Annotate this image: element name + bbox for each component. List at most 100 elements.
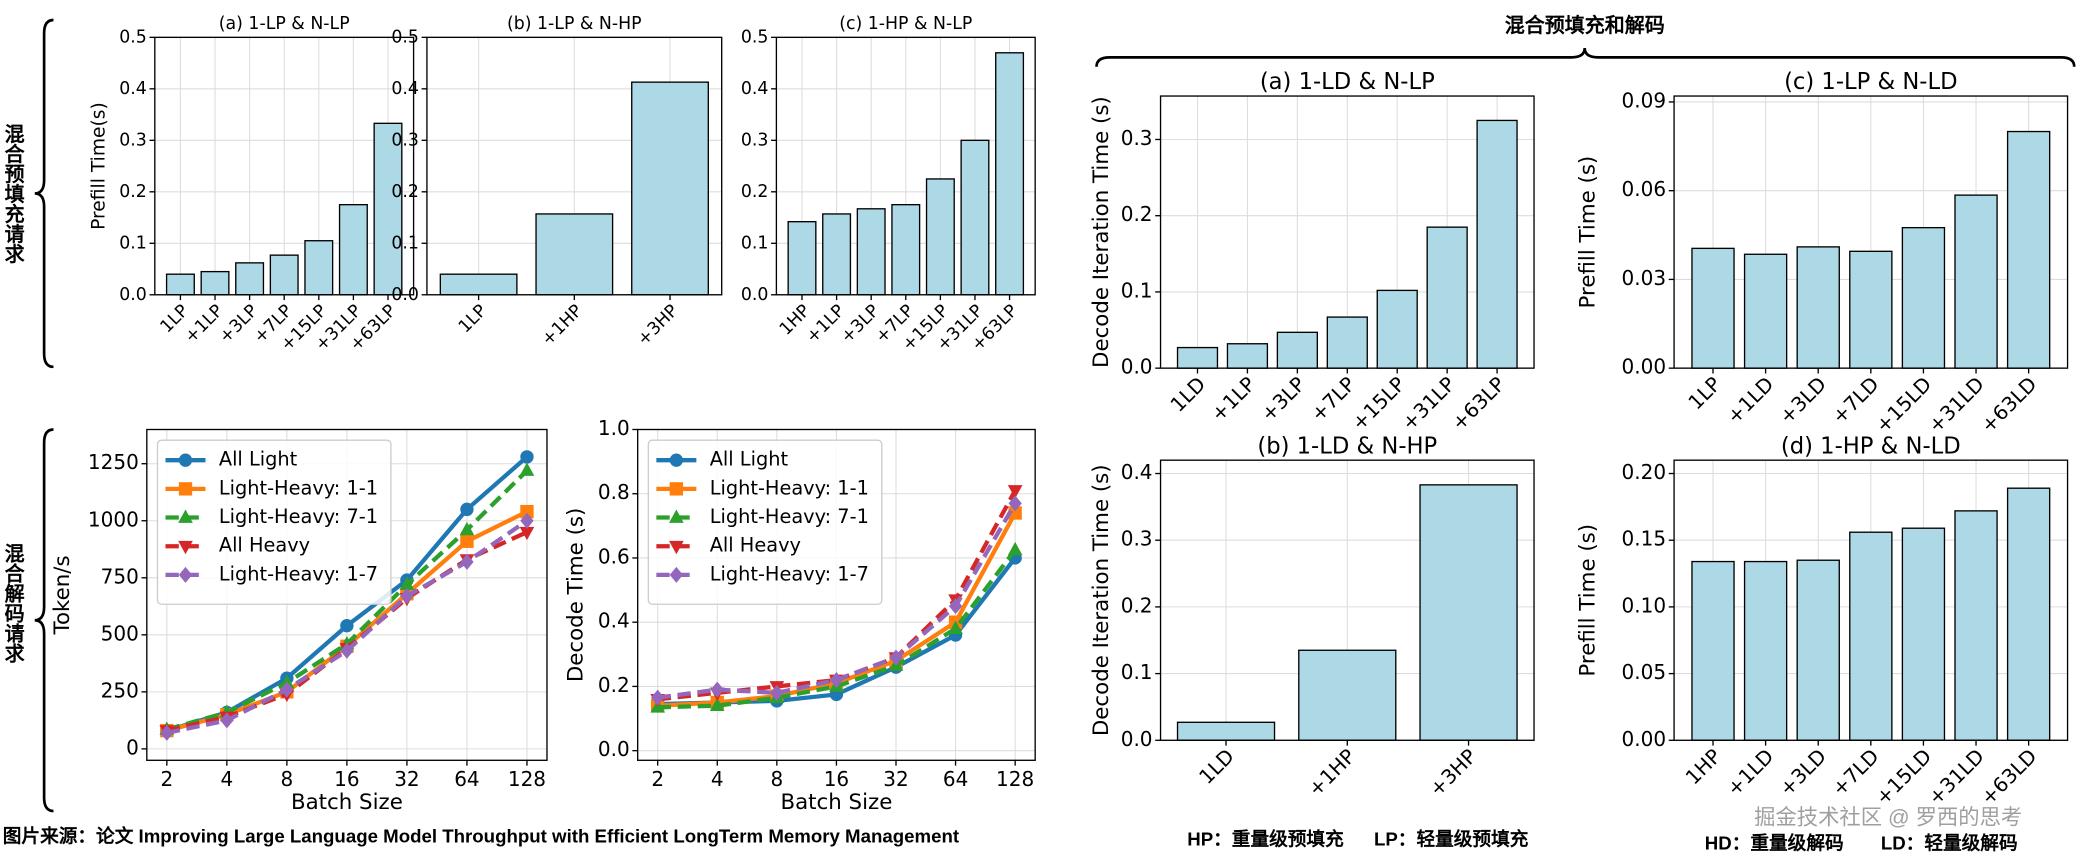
legend-marker [669, 566, 684, 583]
y-axis-label: Prefill Time (s) [1576, 156, 1601, 309]
x-tick-label: +63LD [1976, 372, 2042, 438]
bar [1796, 559, 1840, 741]
group-label: 混合预填充请求 [1, 123, 24, 263]
bar [373, 122, 403, 296]
y-axis-label: Prefill Time (s) [1576, 524, 1601, 677]
marker [1007, 485, 1023, 499]
x-tick-label: 32 [883, 767, 908, 791]
y-tick-label: 1.0 [598, 416, 630, 440]
x-tick-label: +3LP [216, 301, 262, 347]
marker [520, 450, 534, 464]
bar [1419, 484, 1518, 741]
x-tick-label: +3HP [634, 301, 683, 350]
x-tick-label: +1LP [1206, 372, 1260, 426]
legend-label: Light-Heavy: 7-1 [710, 505, 869, 528]
legend-label: Light-Heavy: 7-1 [219, 505, 378, 528]
legend-label: Light-Heavy: 1-1 [219, 476, 378, 499]
legend-marker [669, 453, 684, 467]
legend-marker [178, 509, 193, 523]
y-tick-label: 1000 [88, 507, 139, 531]
y-tick-label: 0 [126, 735, 139, 759]
y-tick-label: 0.1 [119, 233, 147, 253]
legend-label: All Light [219, 448, 298, 471]
footer-legend: HP：重量级预填充 [1187, 828, 1344, 849]
legend-box [647, 439, 883, 605]
x-tick-label: 32 [394, 767, 419, 791]
plot-frame [637, 428, 1036, 761]
legend-label: All Heavy [219, 534, 310, 557]
x-tick-label: +1LD [1722, 372, 1779, 429]
bar [1796, 246, 1840, 369]
plot-frame [426, 36, 723, 296]
y-tick-label: 0.1 [1121, 660, 1153, 684]
y-tick-label: 0.1 [741, 233, 769, 253]
bracket [34, 428, 54, 813]
bar [1743, 253, 1788, 369]
x-tick-label: 8 [770, 767, 783, 791]
y-tick-label: 500 [101, 621, 139, 645]
x-tick-label: 1HP [1681, 744, 1726, 789]
x-tick-label: 64 [454, 767, 479, 791]
legend-marker [178, 453, 193, 467]
bar [1849, 250, 1893, 369]
y-tick-label: 0.0 [119, 285, 147, 305]
x-tick-label: +3LP [837, 301, 883, 347]
y-axis-label: Decode Iteration Time (s) [1089, 464, 1114, 736]
bracket [34, 18, 54, 369]
bar [2006, 130, 2051, 369]
bar [1954, 510, 1998, 741]
y-tick-label: 0.15 [1622, 527, 1667, 551]
bar [995, 52, 1025, 296]
y-tick-label: 0.1 [1121, 278, 1153, 302]
x-tick-label: 16 [334, 767, 359, 791]
x-tick-label: 128 [996, 767, 1034, 791]
marker [399, 576, 415, 590]
footer-legend: LD：轻量级解码 [1881, 832, 2018, 853]
x-tick-label: 4 [220, 767, 233, 791]
x-tick-label: 1LD [1166, 372, 1211, 417]
y-tick-label: 0.1 [391, 233, 419, 253]
x-tick-label: +63LP [1447, 372, 1510, 435]
bar [891, 204, 921, 296]
marker [948, 598, 963, 615]
y-tick-label: 0.2 [1121, 202, 1153, 226]
legend-label: Light-Heavy: 1-7 [219, 562, 378, 585]
y-tick-label: 0.0 [1121, 355, 1153, 379]
x-tick-label: +31LP [1397, 372, 1460, 435]
marker [459, 521, 475, 536]
y-tick-label: 750 [101, 564, 139, 588]
y-tick-label: 0.4 [391, 79, 419, 99]
x-tick-label: +31LD [1923, 744, 1989, 810]
y-axis-label: Prefill Time(s) [88, 102, 109, 230]
bar [1176, 346, 1219, 369]
footer-legend: LP：轻量级预填充 [1374, 828, 1529, 849]
y-tick-label: 0.5 [741, 27, 769, 47]
bar [1326, 316, 1368, 369]
watermark: 掘金技术社区 @ 罗西的思考 [1754, 806, 2022, 830]
x-tick-label: +63LD [1976, 744, 2042, 810]
y-tick-label: 1250 [88, 450, 139, 474]
y-tick-label: 0.4 [119, 79, 147, 99]
y-tick-label: 0.3 [741, 130, 769, 150]
footer-source: 图片来源：论文 Improving Large Language Model T… [3, 826, 959, 847]
y-tick-label: 0.3 [391, 130, 419, 150]
bar [1426, 226, 1468, 369]
bar [856, 208, 886, 296]
y-tick-label: 0.00 [1622, 355, 1667, 379]
bar [1376, 289, 1418, 369]
y-tick-label: 0.0 [391, 285, 419, 305]
y-axis-label: Token/s [50, 555, 75, 635]
bar [338, 204, 368, 296]
x-tick-label: +1LD [1722, 744, 1779, 801]
y-tick-label: 0.4 [598, 609, 630, 633]
plot-frame [775, 36, 1036, 296]
marker [460, 534, 474, 548]
bar [535, 213, 614, 296]
marker [519, 526, 535, 541]
y-tick-label: 0.3 [1121, 527, 1153, 551]
bar [1298, 649, 1397, 741]
x-tick-label: +15LP [1347, 372, 1410, 435]
legend-marker [178, 482, 193, 496]
